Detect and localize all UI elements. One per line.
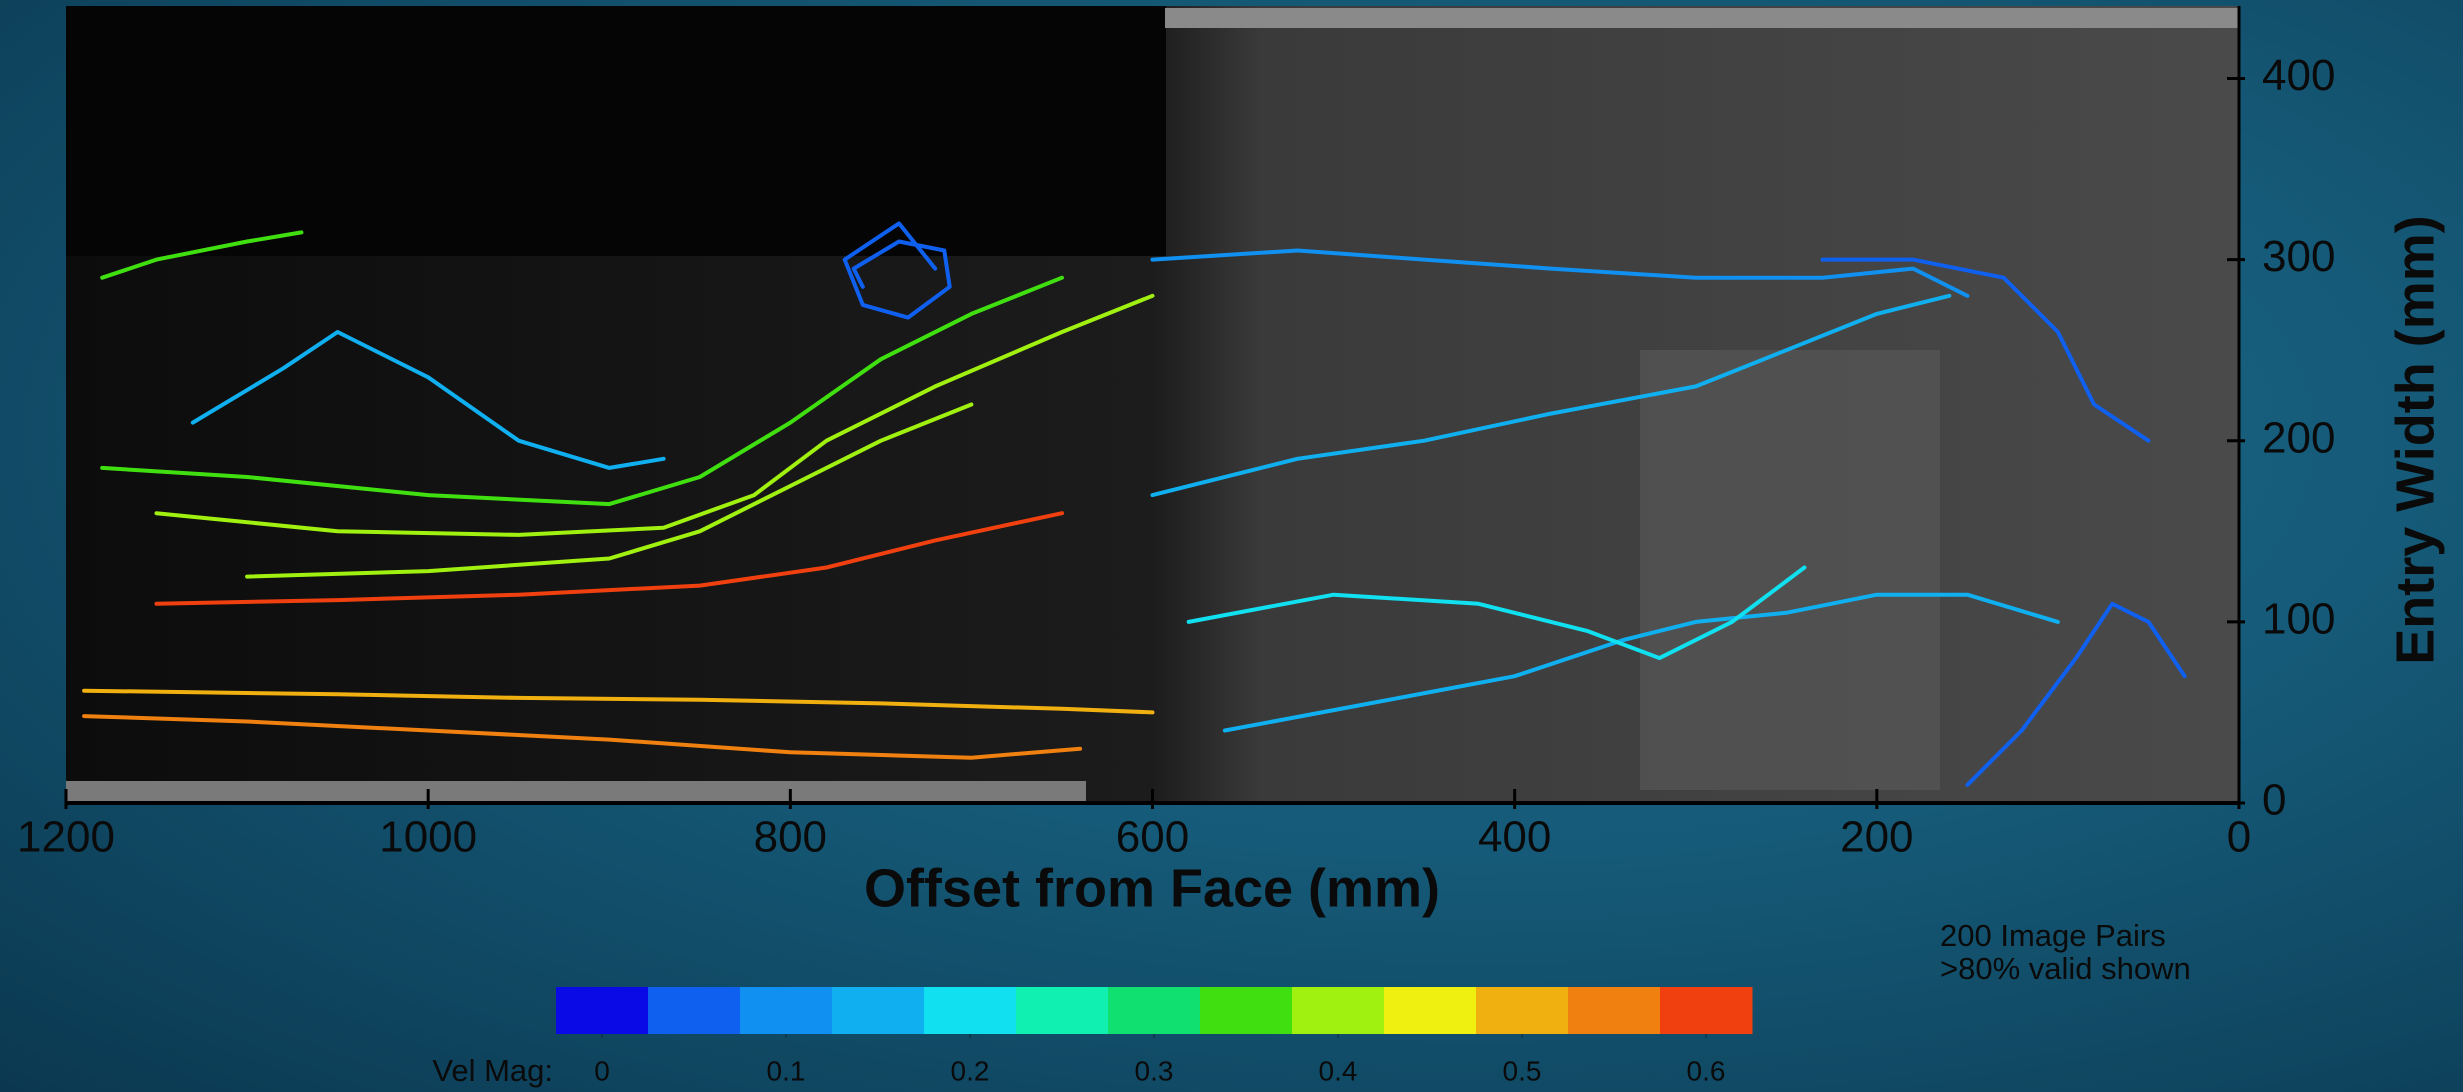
photo-top-bar xyxy=(1165,8,2239,28)
colorbar-segment xyxy=(832,987,925,1034)
colorbar-segment xyxy=(1568,987,1661,1034)
x-tick-label: 800 xyxy=(754,813,827,862)
x-axis-title: Offset from Face (mm) xyxy=(864,858,1440,918)
colorbar-segment xyxy=(1292,987,1385,1034)
colorbar-tick-label: 0.5 xyxy=(1503,1055,1542,1086)
colorbar-label: Vel Mag: xyxy=(432,1053,553,1088)
x-tick-label: 400 xyxy=(1478,813,1551,862)
colorbar-tick-label: 0.2 xyxy=(951,1055,990,1086)
colorbar-segment xyxy=(1016,987,1109,1034)
annotation: 200 Image Pairs xyxy=(1940,918,2166,953)
y-tick-label: 100 xyxy=(2262,594,2335,643)
photo-bottom-bar xyxy=(66,781,1086,803)
x-tick-label: 1200 xyxy=(17,813,115,862)
y-tick-label: 200 xyxy=(2262,413,2335,462)
x-tick-label: 200 xyxy=(1840,813,1913,862)
y-axis-title: Entry Width (mm) xyxy=(2385,215,2445,664)
y-tick-label: 300 xyxy=(2262,232,2335,281)
colorbar-segment xyxy=(648,987,741,1034)
colorbar-tick-label: 0 xyxy=(594,1055,610,1086)
colorbar-segment xyxy=(556,987,649,1034)
colorbar-segment xyxy=(1476,987,1569,1034)
colorbar-segment xyxy=(1384,987,1477,1034)
colorbar-tick-label: 0.4 xyxy=(1319,1055,1358,1086)
colorbar-segment xyxy=(924,987,1017,1034)
annotation: >80% valid shown xyxy=(1940,951,2191,986)
x-tick-label: 0 xyxy=(2227,813,2251,862)
colorbar-segment xyxy=(1200,987,1293,1034)
colorbar-tick-label: 0.6 xyxy=(1687,1055,1726,1086)
colorbar-tick-label: 0.1 xyxy=(767,1055,806,1086)
colorbar-tick-label: 0.3 xyxy=(1135,1055,1174,1086)
chart: Offset from Face (mm) Entry Width (mm) 2… xyxy=(0,0,2463,1092)
x-tick-label: 600 xyxy=(1116,813,1189,862)
y-tick-label: 400 xyxy=(2262,51,2335,100)
colorbar-segment xyxy=(1108,987,1201,1034)
photo-block xyxy=(1640,350,1940,790)
x-tick-label: 1000 xyxy=(379,813,477,862)
y-tick-label: 0 xyxy=(2262,776,2286,825)
colorbar-segment xyxy=(1660,987,1753,1034)
colorbar-segment xyxy=(740,987,833,1034)
photo-dark-region xyxy=(66,6,1166,256)
